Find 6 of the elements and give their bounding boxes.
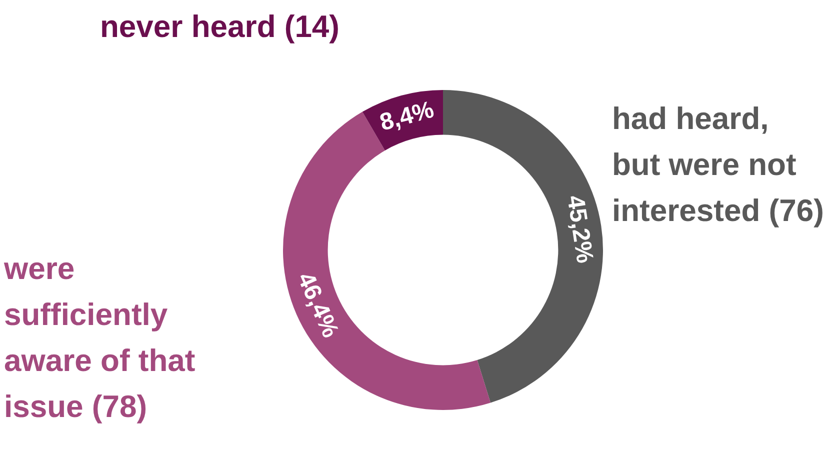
- data-label: 8,4%: [376, 96, 437, 136]
- data-label: 46,4%: [292, 268, 344, 342]
- data-label: 45,2%: [561, 194, 598, 265]
- slice-label: had heard, but were not interested (76): [612, 100, 824, 230]
- slice-label: were sufficiently aware of that issue (78): [4, 250, 196, 426]
- slice-label: never heard (14): [100, 8, 340, 46]
